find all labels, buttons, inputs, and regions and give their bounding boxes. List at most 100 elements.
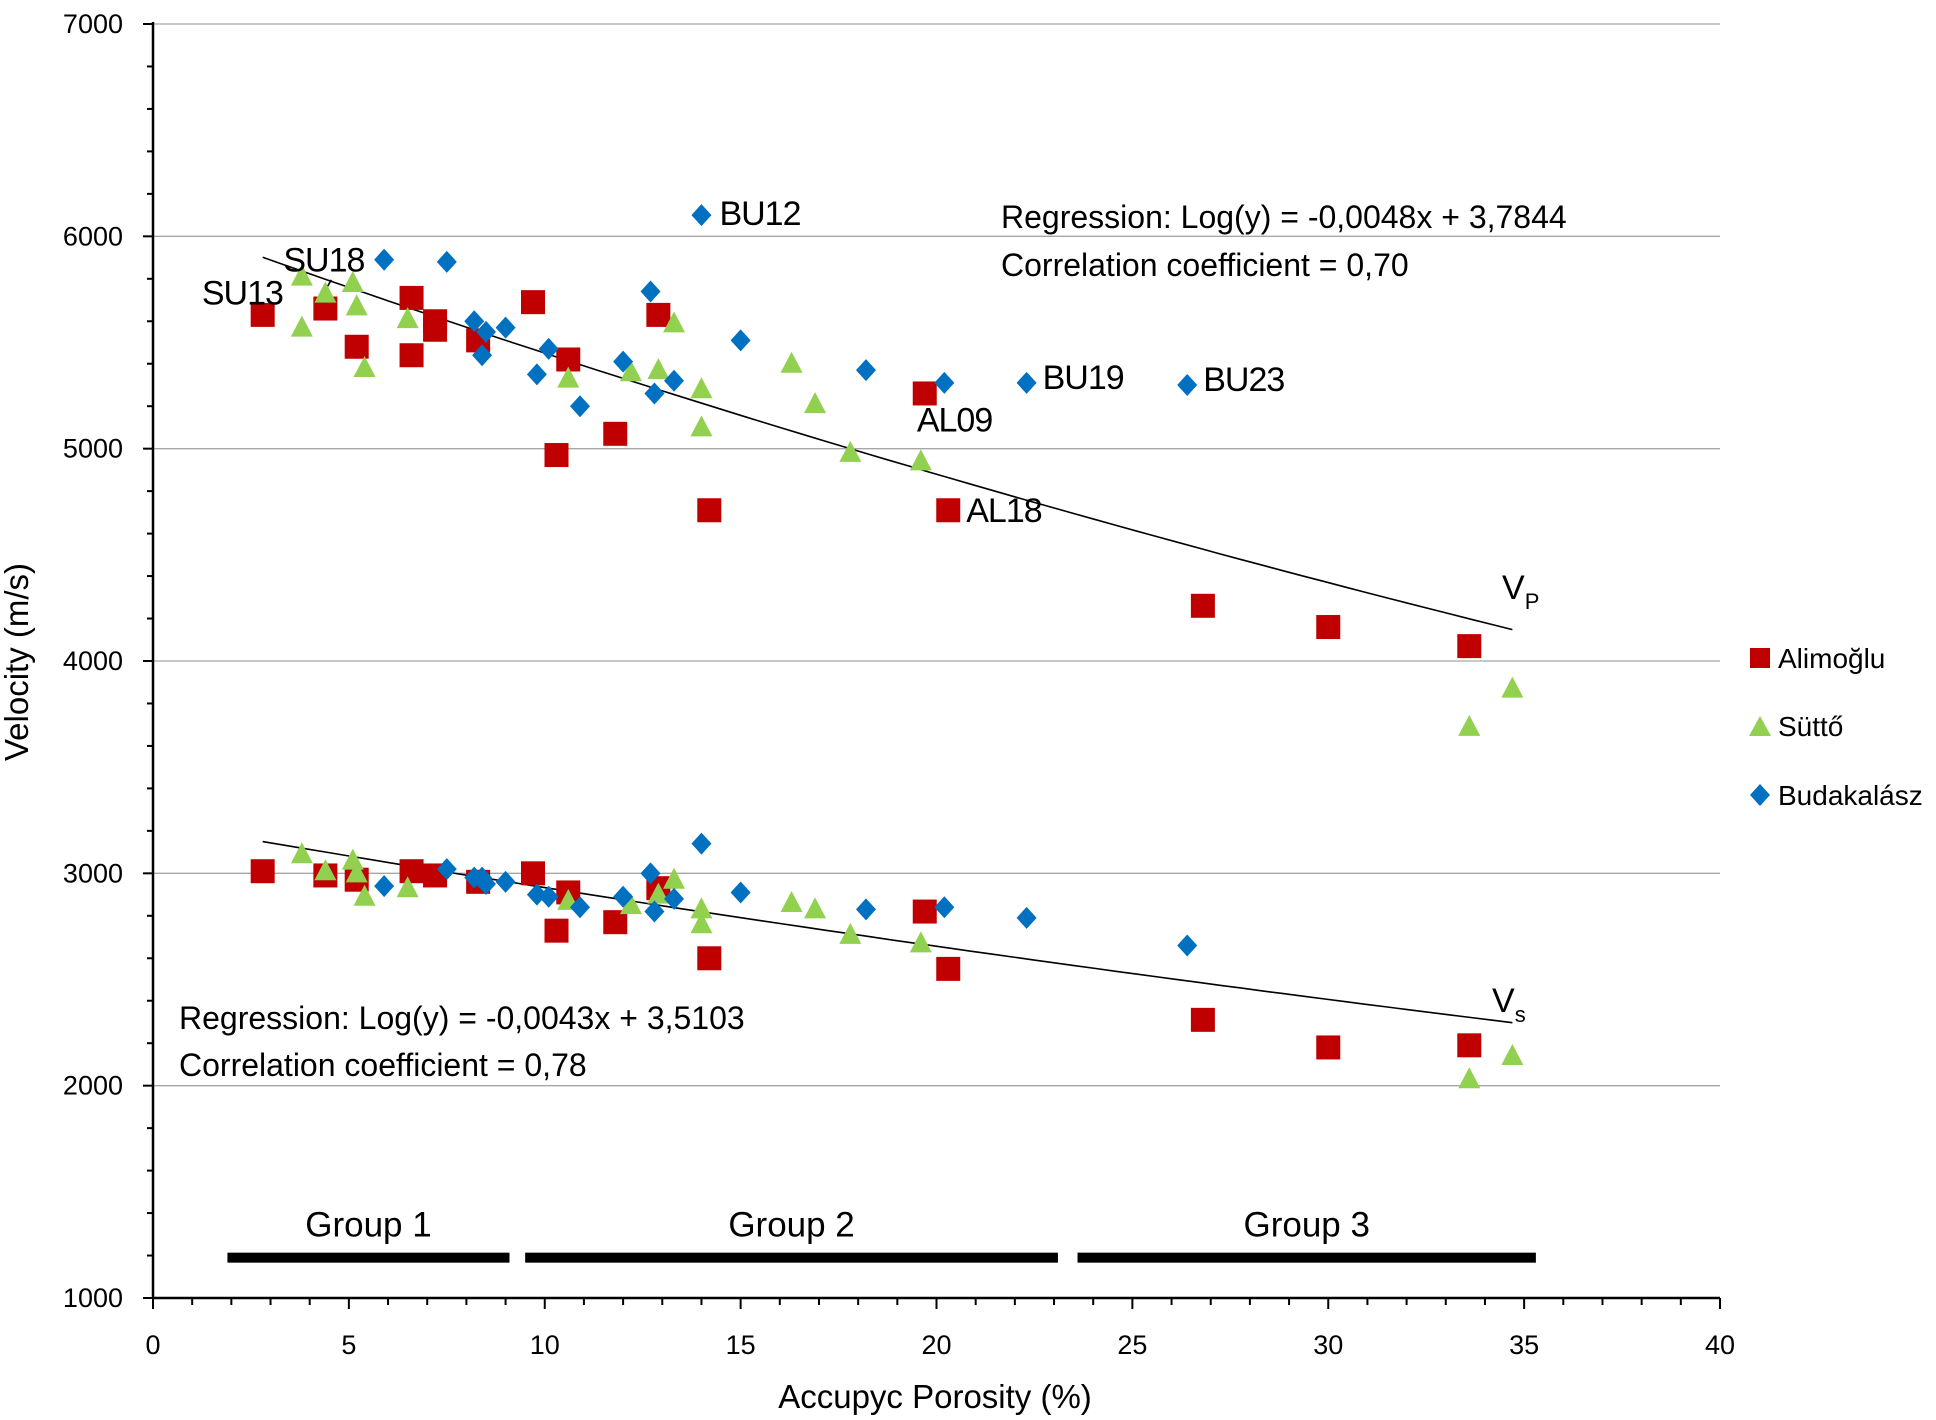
y-tick-label-2000: 2000 (63, 1071, 123, 1101)
point-diamond-7 (538, 337, 559, 360)
point-diamond-29 (640, 862, 661, 885)
vs-curve-label: Vs (1492, 982, 1526, 1027)
point-diamond-34 (855, 898, 876, 921)
point-square-0 (250, 302, 275, 327)
point-triangle-32 (804, 897, 827, 919)
annotation-bu19: BU19 (1043, 359, 1124, 397)
point-diamond-11 (644, 382, 665, 405)
point-triangle-35 (1458, 1067, 1481, 1089)
point-triangle-28 (663, 867, 686, 889)
point-diamond-23 (475, 872, 496, 895)
point-triangle-14 (804, 392, 827, 414)
x-tick-label-0: 0 (145, 1330, 160, 1360)
annotation-al18: AL18 (966, 492, 1041, 530)
point-triangle-15 (839, 440, 862, 462)
point-triangle-8 (619, 360, 642, 382)
y-tick-label-3000: 3000 (63, 858, 123, 888)
point-diamond-33 (730, 881, 751, 904)
axes: 1000 2000 3000 4000 5000 6000 7000 0 5 10 15 20 25 30… (63, 9, 1735, 1360)
point-triangle-9 (647, 358, 670, 380)
group-bar-1 (227, 1252, 510, 1263)
point-diamond-18 (1177, 373, 1198, 396)
point-diamond-19 (374, 875, 395, 898)
point-diamond-28 (613, 885, 634, 908)
point-square-25 (520, 861, 545, 886)
point-triangle-0 (290, 264, 313, 286)
point-diamond-13 (691, 204, 712, 227)
group-bars: Group 1 Group 2 Group 3 (227, 1206, 1536, 1263)
point-square-8 (520, 290, 545, 315)
point-triangle-3 (341, 271, 364, 293)
point-diamond-16 (934, 371, 955, 394)
point-diamond-37 (1177, 934, 1198, 957)
point-triangle-34 (909, 931, 932, 953)
trendline-vP (262, 256, 1513, 631)
point-square-13 (697, 498, 722, 523)
point-square-16 (1190, 593, 1215, 618)
point-diamond-17 (1016, 371, 1037, 394)
vp-curve-label: VP (1502, 569, 1539, 614)
point-diamond-6 (526, 363, 547, 386)
vp-correlation-text: Correlation coefficient = 0,70 (1001, 247, 1409, 283)
point-triangle-22 (345, 861, 368, 883)
legend-marker-alimoglu (1750, 648, 1770, 668)
point-triangle-11 (690, 377, 713, 399)
vp-curve-label-sub: P (1525, 589, 1540, 614)
legend-label-budakalasz: Budakalász (1778, 780, 1923, 811)
point-triangle-27 (647, 882, 670, 904)
y-tick-label-1000: 1000 (63, 1283, 123, 1313)
group-label-1: Group 1 (305, 1206, 431, 1245)
data-points (250, 204, 1524, 1089)
point-diamond-20 (436, 858, 457, 881)
point-square-34 (1316, 1035, 1341, 1060)
gridlines (153, 23, 1720, 1087)
vs-curve-label-sub: s (1515, 1002, 1526, 1027)
point-square-15 (936, 498, 961, 523)
point-diamond-3 (472, 344, 493, 367)
vp-regression-text: Regression: Log(y) = -0,0048x + 3,7844 (1001, 199, 1567, 235)
point-triangle-29 (690, 897, 713, 919)
annotation-bu12: BU12 (719, 195, 800, 233)
annotation-al09: AL09 (917, 401, 992, 439)
point-square-3 (399, 343, 424, 368)
legend-label-alimoglu: Alimoğlu (1778, 643, 1885, 674)
point-square-2 (344, 334, 369, 359)
group-bar-3 (1077, 1252, 1536, 1263)
point-diamond-24 (495, 870, 516, 893)
point-diamond-9 (613, 350, 634, 373)
point-square-12 (646, 302, 671, 327)
annotation-su18: SU18 (283, 242, 364, 280)
point-triangle-7 (557, 366, 580, 388)
point-square-35 (1457, 1033, 1482, 1058)
trendlines (262, 256, 1513, 1024)
legend-label-sutto: Süttő (1778, 711, 1843, 742)
point-triangle-5 (353, 355, 376, 377)
point-square-17 (1316, 615, 1341, 640)
point-triangle-1 (290, 315, 313, 337)
point-diamond-30 (644, 900, 665, 923)
point-triangle-6 (396, 307, 419, 329)
point-triangle-23 (353, 884, 376, 906)
point-triangle-30 (690, 912, 713, 934)
point-square-4 (399, 285, 424, 310)
vs-correlation-text: Correlation coefficient = 0,78 (179, 1047, 587, 1083)
point-diamond-10 (640, 280, 661, 303)
point-triangle-2 (314, 281, 337, 303)
y-tick-label-7000: 7000 (63, 9, 123, 39)
point-square-22 (399, 859, 424, 884)
point-diamond-26 (538, 885, 559, 908)
x-tick-label-35: 35 (1509, 1330, 1539, 1360)
x-tick-label-40: 40 (1705, 1330, 1735, 1360)
x-tick-label-20: 20 (921, 1330, 951, 1360)
point-square-30 (697, 946, 722, 971)
point-triangle-10 (663, 311, 686, 333)
point-diamond-12 (664, 369, 685, 392)
point-diamond-5 (495, 316, 516, 339)
legend: Alimoğlu Süttő Budakalász (1749, 643, 1923, 811)
group-label-2: Group 2 (728, 1206, 854, 1245)
point-diamond-1 (436, 250, 457, 273)
point-triangle-12 (690, 415, 713, 437)
point-square-32 (936, 956, 961, 981)
point-diamond-32 (691, 832, 712, 855)
